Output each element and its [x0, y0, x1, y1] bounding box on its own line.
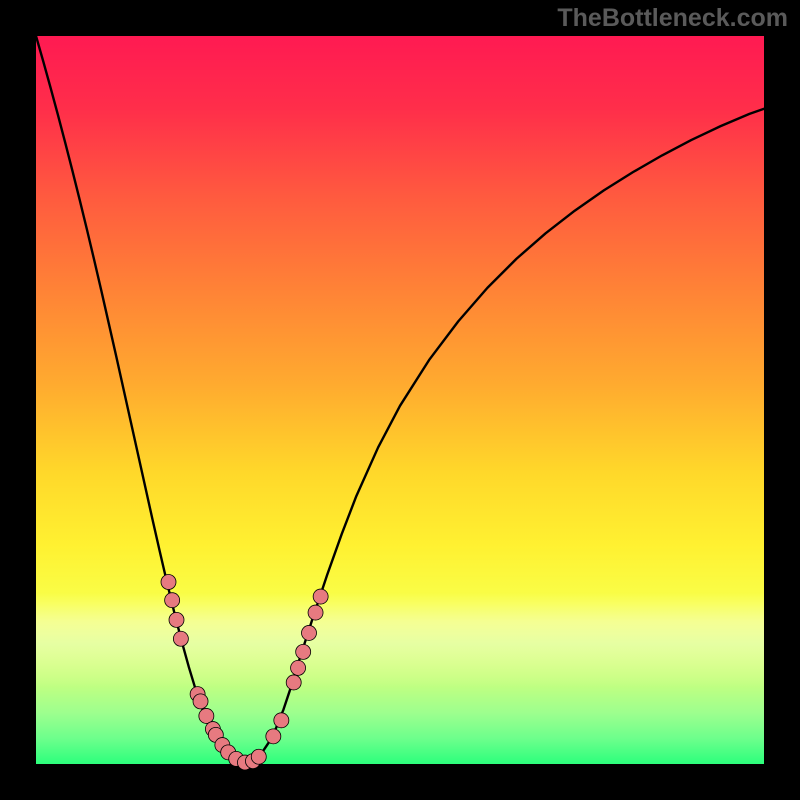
data-marker: [286, 675, 301, 690]
data-marker: [313, 589, 328, 604]
data-marker: [251, 749, 266, 764]
data-marker: [302, 625, 317, 640]
data-marker: [165, 593, 180, 608]
data-marker: [291, 660, 306, 675]
watermark-text: TheBottleneck.com: [557, 4, 788, 33]
green-fade-strip: [36, 593, 764, 687]
data-marker: [274, 713, 289, 728]
data-marker: [193, 694, 208, 709]
data-marker: [161, 575, 176, 590]
data-marker: [173, 631, 188, 646]
bottleneck-v-chart: [0, 0, 800, 800]
data-marker: [308, 605, 323, 620]
data-marker: [296, 644, 311, 659]
data-marker: [266, 729, 281, 744]
chart-canvas: TheBottleneck.com: [0, 0, 800, 800]
data-marker: [199, 708, 214, 723]
data-marker: [169, 612, 184, 627]
